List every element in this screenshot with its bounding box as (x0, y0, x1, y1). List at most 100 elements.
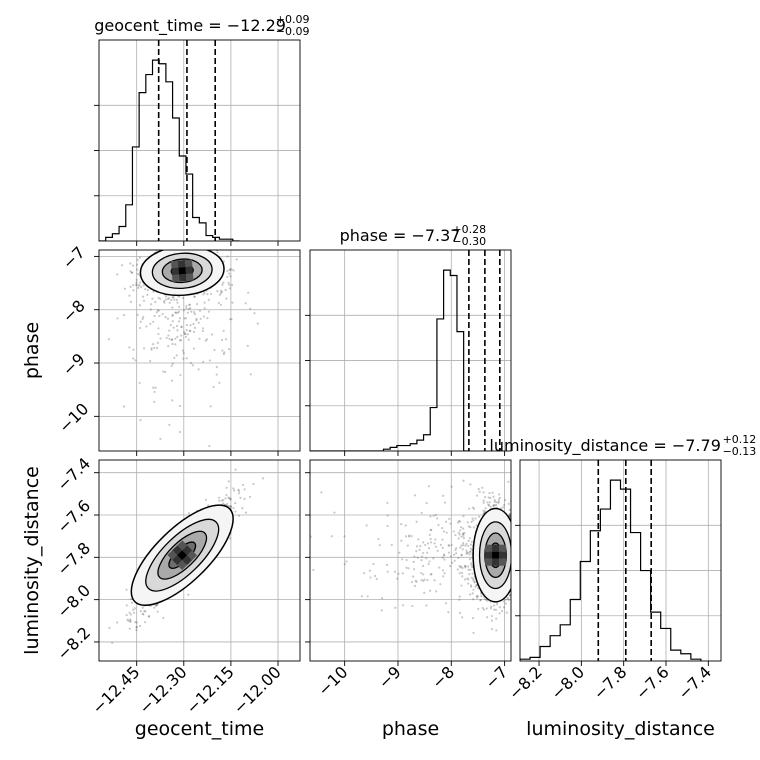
sample-point (189, 361, 193, 365)
sample-point (135, 283, 138, 287)
sample-point (474, 585, 477, 588)
sample-point (175, 311, 178, 314)
sample-point (139, 418, 142, 422)
sample-point (513, 533, 515, 535)
sample-point (170, 298, 173, 301)
sample-point (492, 604, 496, 607)
density-cell (170, 260, 179, 269)
sample-point (488, 492, 491, 495)
sample-point (225, 486, 228, 489)
sample-point (227, 496, 230, 499)
sample-point (209, 292, 213, 296)
sample-point (514, 571, 516, 573)
sample-point (142, 284, 145, 287)
sample-point (138, 283, 141, 286)
sample-point (223, 351, 226, 354)
sample-point (128, 294, 131, 297)
sample-point (232, 269, 235, 272)
sample-point (493, 498, 496, 502)
sample-point (116, 621, 119, 624)
density-cell (172, 274, 180, 283)
sample-point (467, 539, 470, 542)
sample-point (139, 285, 143, 289)
sample-point (228, 497, 231, 500)
sample-point (135, 263, 139, 266)
sample-point (129, 300, 133, 303)
density-cell (177, 560, 188, 571)
sample-point (509, 512, 511, 516)
sample-point (228, 537, 232, 540)
sample-point (229, 505, 232, 508)
sample-point (123, 287, 127, 290)
sample-point (174, 337, 177, 340)
histogram-phase (310, 250, 501, 451)
sample-point (137, 284, 140, 288)
sample-point (156, 341, 160, 344)
sample-point (512, 556, 514, 558)
sample-point (502, 606, 506, 609)
sample-point (139, 281, 142, 284)
sample-point (191, 364, 195, 367)
sample-point (472, 579, 475, 582)
sample-point (143, 347, 146, 350)
sample-point (157, 309, 160, 312)
sample-point (147, 615, 150, 618)
sample-point (514, 540, 516, 542)
sample-point (249, 373, 252, 376)
sample-point (207, 310, 210, 313)
sample-point (156, 610, 159, 613)
sample-point (220, 338, 224, 342)
sample-point (153, 314, 156, 318)
sample-point (486, 616, 489, 619)
sample-point (489, 607, 493, 610)
sample-point (128, 346, 131, 349)
sample-point (465, 552, 468, 555)
sample-point (185, 323, 189, 327)
sample-point (220, 290, 224, 294)
sample-point (219, 303, 222, 307)
sample-point (490, 627, 494, 631)
sample-point (516, 560, 518, 562)
sample-point (230, 283, 234, 287)
sample-point (480, 595, 483, 598)
density-cell (185, 273, 194, 282)
sample-point (193, 326, 197, 329)
sample-point (486, 501, 489, 504)
sample-point (188, 303, 191, 306)
density-cell (178, 267, 186, 275)
sample-point (204, 498, 208, 501)
sample-point (514, 608, 516, 610)
sample-point (513, 537, 515, 539)
density-cell (167, 550, 178, 561)
sample-point (502, 600, 505, 603)
sample-point (218, 293, 222, 296)
sample-point (228, 268, 231, 271)
sample-point (224, 338, 228, 341)
sample-point (483, 510, 487, 513)
sample-point (108, 626, 111, 629)
sample-point (138, 624, 142, 628)
sample-point (182, 309, 186, 312)
sample-point (141, 295, 145, 298)
sample-point (129, 613, 132, 616)
density-cell (171, 267, 179, 276)
sample-point (155, 346, 159, 350)
sample-point (511, 556, 513, 558)
density-cell (178, 274, 187, 282)
sample-point (235, 258, 238, 261)
sample-point (143, 610, 146, 613)
sample-point (162, 370, 165, 373)
sample-point (493, 608, 496, 611)
sample-point (488, 501, 491, 504)
sample-point (514, 541, 516, 543)
sample-point (154, 386, 157, 389)
sample-point (190, 310, 193, 313)
sample-point (482, 491, 485, 494)
sample-point (162, 616, 165, 619)
sample-point (484, 598, 487, 601)
sample-point (228, 283, 231, 287)
sample-point (132, 357, 135, 360)
sample-point (469, 593, 472, 596)
sample-point (128, 627, 131, 630)
sample-point (507, 480, 510, 483)
